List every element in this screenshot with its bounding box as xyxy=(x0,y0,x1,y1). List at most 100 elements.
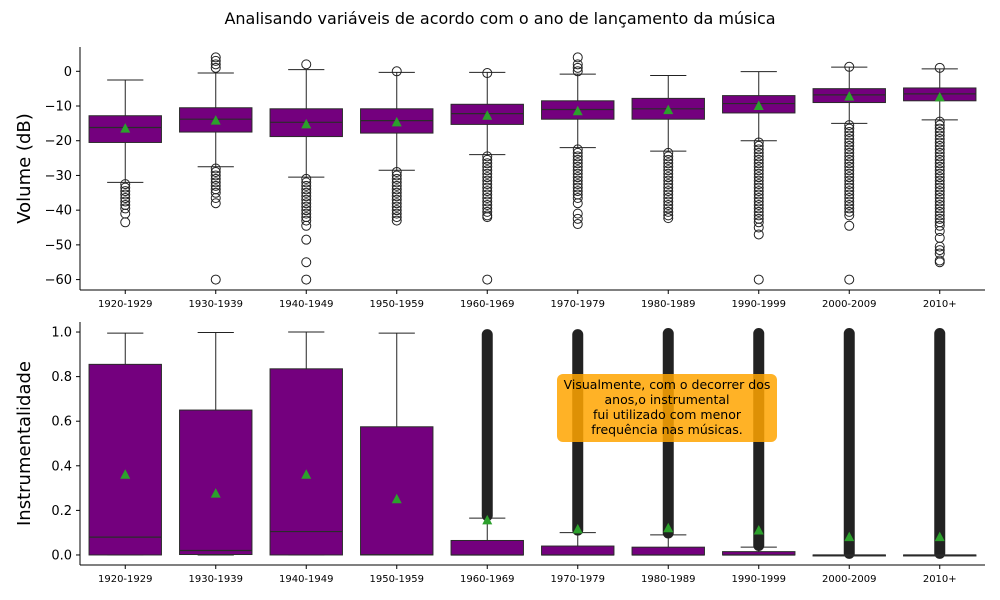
box-1970-1979 xyxy=(541,52,615,230)
outlier-point xyxy=(753,186,764,197)
mean-marker xyxy=(120,469,131,479)
outlier-point xyxy=(391,194,402,205)
box-1950-1959 xyxy=(360,66,434,226)
outlier-point xyxy=(844,199,855,210)
outlier-point xyxy=(391,184,402,195)
outlier-point xyxy=(572,193,583,204)
mean-marker xyxy=(391,493,402,504)
outlier-point xyxy=(572,186,583,197)
outlier-point xyxy=(482,212,493,223)
outlier-point xyxy=(753,147,764,158)
outlier-point xyxy=(210,274,221,285)
x-tick-label: 2010+ xyxy=(923,299,957,310)
outlier-point xyxy=(844,175,855,186)
outlier-point xyxy=(753,203,764,214)
outlier-point xyxy=(482,165,493,176)
outlier-point xyxy=(844,172,855,183)
outlier-point xyxy=(753,151,764,162)
outlier-point xyxy=(482,196,493,207)
iqr-box xyxy=(631,546,705,556)
outlier-point xyxy=(482,161,493,172)
iqr-box xyxy=(450,539,524,556)
outlier-point xyxy=(753,274,764,285)
outlier-point xyxy=(301,215,312,226)
outlier-point xyxy=(482,193,493,204)
outlier-point xyxy=(844,179,855,190)
y-tick-label: −30 xyxy=(45,169,72,184)
outlier-point xyxy=(301,257,312,268)
outlier-point xyxy=(934,179,945,190)
outlier-point xyxy=(753,154,764,165)
outlier-point xyxy=(663,182,674,193)
outlier-point xyxy=(210,166,221,177)
y-tick-label: 0.4 xyxy=(51,459,72,474)
outlier-point xyxy=(120,196,131,207)
outlier-point xyxy=(934,196,945,207)
x-tick-label: 1940-1949 xyxy=(279,299,334,310)
mean-marker xyxy=(120,123,131,133)
outlier-point xyxy=(120,217,131,228)
outlier-point xyxy=(663,158,674,169)
outlier-point xyxy=(844,123,855,134)
outlier-point xyxy=(572,59,583,70)
outlier-point xyxy=(753,165,764,176)
outlier-point xyxy=(753,217,764,228)
outlier-point xyxy=(301,184,312,195)
outlier-point xyxy=(934,241,945,252)
outlier-point xyxy=(301,201,312,212)
outlier-point xyxy=(572,158,583,169)
outlier-point xyxy=(210,173,221,184)
x-tick-label: 1980-1989 xyxy=(641,299,696,310)
outlier-point xyxy=(482,182,493,193)
outlier-point xyxy=(572,151,583,162)
instrumentalness-boxplot: 0.0 0.2 0.4 0.6 0.8 1.0 Instrumentalidade 1920-… xyxy=(14,322,985,585)
outlier-point xyxy=(301,208,312,219)
outlier-point xyxy=(934,189,945,200)
outlier-point xyxy=(934,165,945,176)
outlier-point xyxy=(934,158,945,169)
outlier-point xyxy=(934,257,945,268)
outlier-point xyxy=(844,144,855,155)
outlier-point xyxy=(210,170,221,181)
outlier-point xyxy=(301,180,312,191)
outlier-point xyxy=(572,172,583,183)
box-2000-2009 xyxy=(812,61,886,285)
outlier-point xyxy=(482,199,493,210)
x-tick-label: 1960-1969 xyxy=(460,574,515,585)
y-tick-label: 0.2 xyxy=(51,504,72,519)
mean-marker xyxy=(934,531,945,542)
outlier-point xyxy=(391,180,402,191)
mean-marker xyxy=(572,523,583,534)
outlier-point xyxy=(210,180,221,191)
outlier-point xyxy=(482,154,493,165)
outlier-point xyxy=(753,210,764,221)
y-tick-label: −10 xyxy=(45,100,72,115)
outlier-point xyxy=(391,187,402,198)
outlier-point xyxy=(934,210,945,221)
outlier-point xyxy=(301,191,312,202)
outlier-point xyxy=(844,193,855,204)
outlier-point xyxy=(934,245,945,256)
outlier-point xyxy=(663,161,674,172)
outlier-point xyxy=(934,151,945,162)
outlier-point xyxy=(934,203,945,214)
outlier-point xyxy=(210,62,221,73)
box-1920-1929 xyxy=(88,79,162,228)
outlier-point xyxy=(844,274,855,285)
outlier-point xyxy=(753,158,764,169)
outlier-point xyxy=(753,193,764,204)
outlier-point xyxy=(934,225,945,236)
outlier-point xyxy=(572,213,583,224)
outlier-point xyxy=(934,140,945,151)
y-tick-label: 0.8 xyxy=(51,370,72,385)
outlier-point xyxy=(753,172,764,183)
outlier-point xyxy=(663,213,674,224)
box-2000-2009 xyxy=(812,328,886,559)
outlier-point xyxy=(572,147,583,158)
outlier-point xyxy=(934,193,945,204)
mean-marker xyxy=(844,91,855,101)
outlier-point xyxy=(934,123,945,134)
outlier-point xyxy=(844,165,855,176)
y-tick-label: −40 xyxy=(45,204,72,219)
outlier-point xyxy=(663,154,674,165)
